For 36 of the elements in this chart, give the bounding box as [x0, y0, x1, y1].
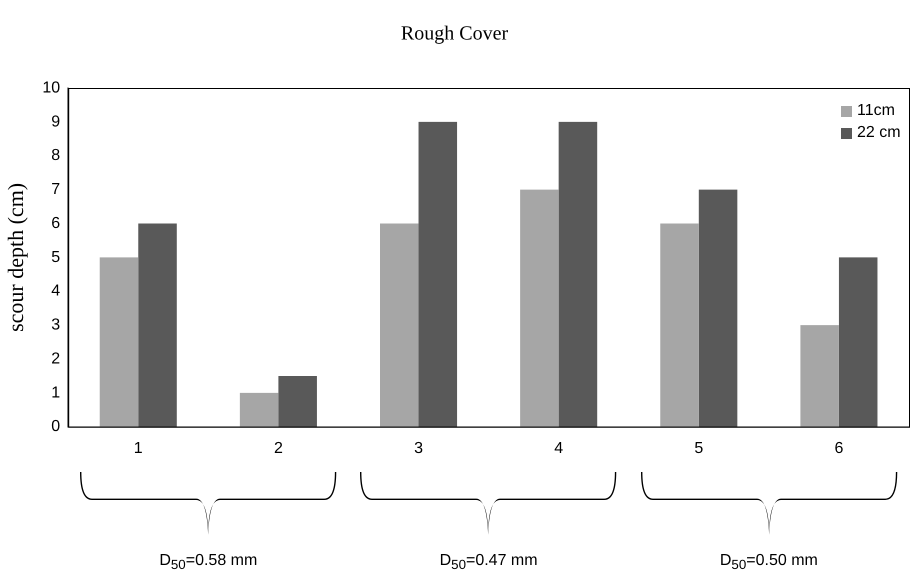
x-tick-label: 5	[694, 440, 704, 457]
y-tick-label: 9	[51, 113, 60, 130]
bar	[100, 257, 138, 427]
x-tick-label: 2	[274, 440, 283, 457]
y-tick-label: 3	[51, 316, 60, 334]
x-tick-label: 6	[834, 440, 844, 457]
bar	[698, 190, 738, 427]
y-tick-label: 5	[51, 248, 60, 266]
bar	[838, 257, 878, 427]
bar	[240, 392, 278, 427]
y-tick-label: 7	[51, 181, 60, 198]
y-tick-label: 2	[51, 350, 60, 368]
y-tick-label: 0	[51, 418, 60, 436]
bar	[418, 122, 458, 427]
bar	[800, 325, 839, 427]
legend-label: 11cm	[857, 102, 895, 120]
legend-label: 22 cm	[857, 124, 901, 142]
bar	[660, 224, 699, 427]
x-tick-label: 1	[134, 440, 143, 457]
bar	[520, 190, 559, 427]
y-tick-label: 1	[51, 384, 60, 402]
x-tick-label: 3	[414, 440, 424, 457]
y-tick-label: 8	[51, 147, 60, 164]
bar	[558, 122, 598, 427]
bar	[278, 376, 317, 427]
y-axis-title: scour depth (cm)	[2, 182, 28, 332]
bar	[380, 224, 419, 427]
bar	[138, 224, 177, 427]
chart-title: Rough Cover	[400, 22, 508, 44]
text: D$_{50}$=0.58 mm	[159, 552, 258, 572]
x-tick-label: 4	[554, 440, 564, 457]
y-tick-label: 10	[42, 79, 60, 96]
text: D$_{50}$=0.47 mm	[440, 552, 538, 572]
y-tick-label: 4	[51, 282, 60, 300]
text: D$_{50}$=0.50 mm	[720, 552, 818, 572]
y-tick-label: 6	[51, 214, 60, 232]
